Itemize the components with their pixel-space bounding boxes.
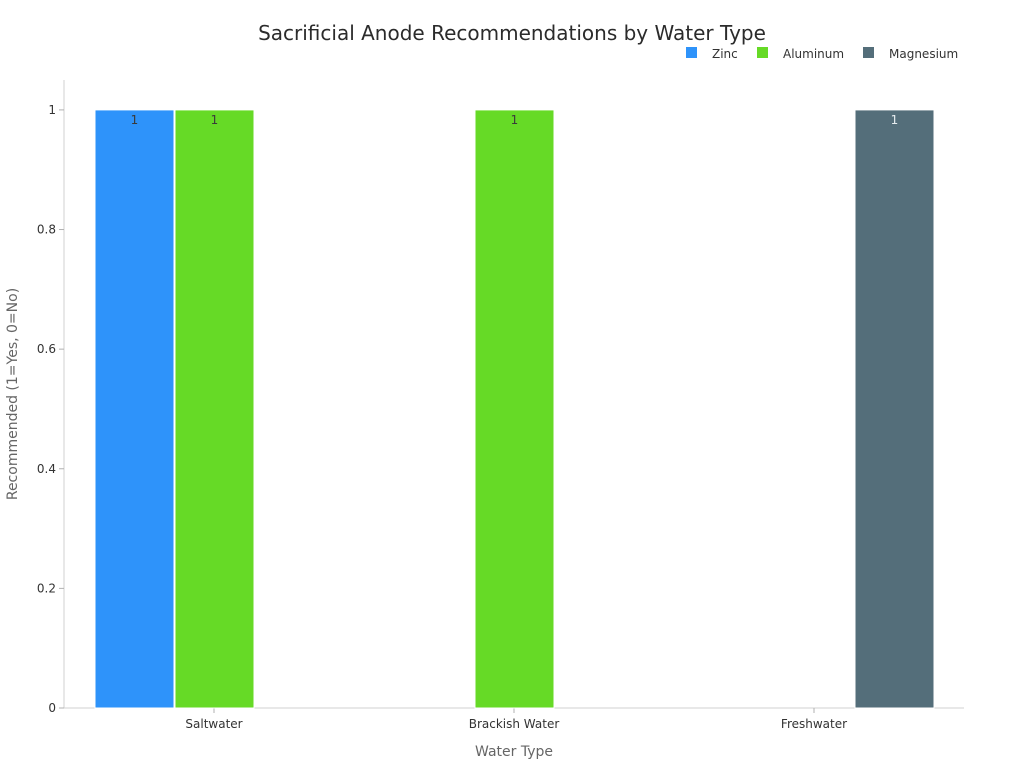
bar-magnesium[interactable] xyxy=(854,109,935,709)
bar-value-label: 1 xyxy=(891,113,899,127)
bar-value-label: 1 xyxy=(131,113,139,127)
y-tick-label: 0.6 xyxy=(37,342,56,356)
bar-value-label: 1 xyxy=(511,113,519,127)
x-tick-label: Freshwater xyxy=(781,717,847,731)
legend-label-magnesium: Magnesium xyxy=(889,47,958,61)
chart-title: Sacrificial Anode Recommendations by Wat… xyxy=(258,21,766,45)
plot-area: 0 0.2 0.4 0.6 0.8 1 Saltwater 1 1 Brackish Water 1… xyxy=(37,80,964,731)
bar-zinc[interactable] xyxy=(94,109,175,709)
legend-swatch-aluminum xyxy=(757,47,768,58)
bar-value-label: 1 xyxy=(211,113,219,127)
bar-aluminum[interactable] xyxy=(474,109,555,709)
y-tick-label: 1 xyxy=(48,103,56,117)
y-tick-label: 0.2 xyxy=(37,581,56,595)
legend: Zinc Aluminum Magnesium xyxy=(686,47,958,61)
x-tick-label: Saltwater xyxy=(185,717,242,731)
legend-label-zinc: Zinc xyxy=(712,47,738,61)
x-axis-title: Water Type xyxy=(475,744,553,760)
y-axis-title: Recommended (1=Yes, 0=No) xyxy=(5,288,21,500)
y-tick-label: 0.4 xyxy=(37,462,56,476)
legend-swatch-magnesium xyxy=(863,47,874,58)
y-tick-label: 0.8 xyxy=(37,223,56,237)
legend-swatch-zinc xyxy=(686,47,697,58)
bar-aluminum[interactable] xyxy=(174,109,255,709)
legend-label-aluminum: Aluminum xyxy=(783,47,844,61)
y-tick-label: 0 xyxy=(48,701,56,715)
x-tick-label: Brackish Water xyxy=(469,717,560,731)
